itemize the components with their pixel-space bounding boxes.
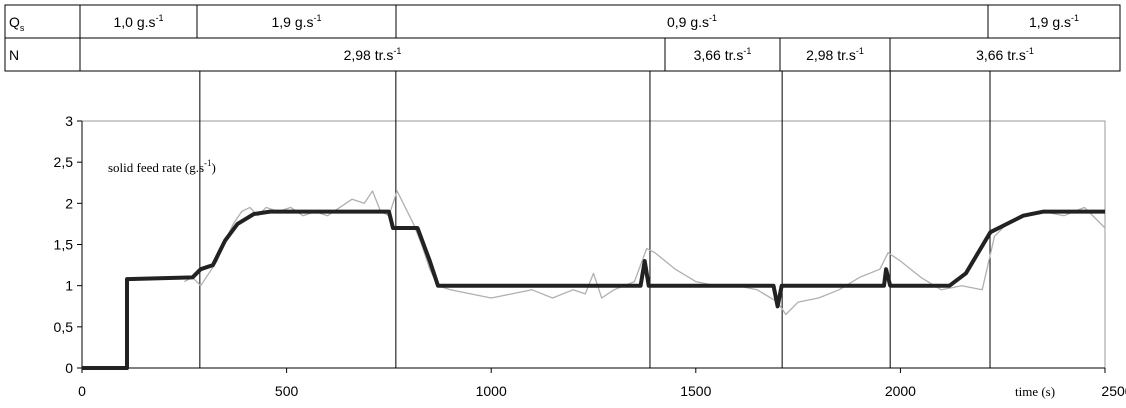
table-cell-text: 3,66 tr.s (694, 47, 744, 63)
table-cell-sup: -1 (1026, 46, 1034, 56)
table-cell-text: 2,98 tr.s (344, 47, 394, 63)
row-label: N (9, 47, 19, 63)
y-tick-label: 0,5 (54, 319, 74, 335)
table-cell-text: 1,9 g.s (271, 14, 313, 30)
y-tick-label: 2,5 (54, 154, 74, 170)
table-cell-sup: -1 (709, 13, 717, 23)
table-cell-sup: -1 (1071, 13, 1079, 23)
y-tick-label: 2 (65, 195, 73, 211)
table-cell-text: 1,9 g.s (1029, 14, 1071, 30)
table-cell-sup: -1 (314, 13, 322, 23)
table-cell: 1,9 g.s-1 (1029, 13, 1079, 30)
table-cell-sup: -1 (393, 46, 401, 56)
table-cell: 2,98 tr.s-1 (344, 46, 402, 63)
series-line (184, 190, 1106, 316)
annotation-sup: -1 (204, 158, 212, 168)
plot-frame (81, 120, 1106, 369)
y-tick-label: 1 (65, 278, 73, 294)
table-cell: 1,0 g.s-1 (113, 13, 163, 30)
x-tick-label: 2500 (1101, 383, 1126, 399)
row-label: Qs (9, 14, 25, 33)
x-tick-label: 1000 (476, 383, 507, 399)
table-cell: 3,66 tr.s-1 (694, 46, 752, 63)
annotation-text: ) (212, 160, 216, 175)
table-cell: 2,98 tr.s-1 (806, 46, 864, 63)
x-tick-label: 0 (78, 383, 86, 399)
y-tick-label: 1,5 (54, 237, 74, 253)
annotation-text: solid feed rate (g.s (108, 160, 204, 175)
x-tick-label: 500 (275, 383, 299, 399)
y-tick-label: 0 (65, 360, 73, 376)
x-tick-label: 2000 (885, 383, 916, 399)
table-cell-text: 1,0 g.s (113, 14, 155, 30)
x-tick-label: 1500 (680, 383, 711, 399)
table-cell: 1,9 g.s-1 (271, 13, 321, 30)
table-cell: 3,66 tr.s-1 (976, 46, 1034, 63)
annotation: solid feed rate (g.s-1) (108, 158, 216, 175)
table-cell: 0,9 g.s-1 (667, 13, 717, 30)
table-cell-text: 3,66 tr.s (976, 47, 1026, 63)
table-cell-text: 0,9 g.s (667, 14, 709, 30)
series-line (82, 209, 1105, 370)
row-label-text: N (9, 47, 19, 63)
row-label-sub: s (20, 23, 25, 33)
table-cell-sup: -1 (856, 46, 864, 56)
y-tick-label: 3 (65, 113, 73, 129)
table-cell-sup: -1 (156, 13, 164, 23)
table-cell-text: 2,98 tr.s (806, 47, 856, 63)
row-label-text: Q (9, 14, 20, 30)
table-cell-sup: -1 (743, 46, 751, 56)
x-axis-label: time (s) (1015, 384, 1055, 399)
